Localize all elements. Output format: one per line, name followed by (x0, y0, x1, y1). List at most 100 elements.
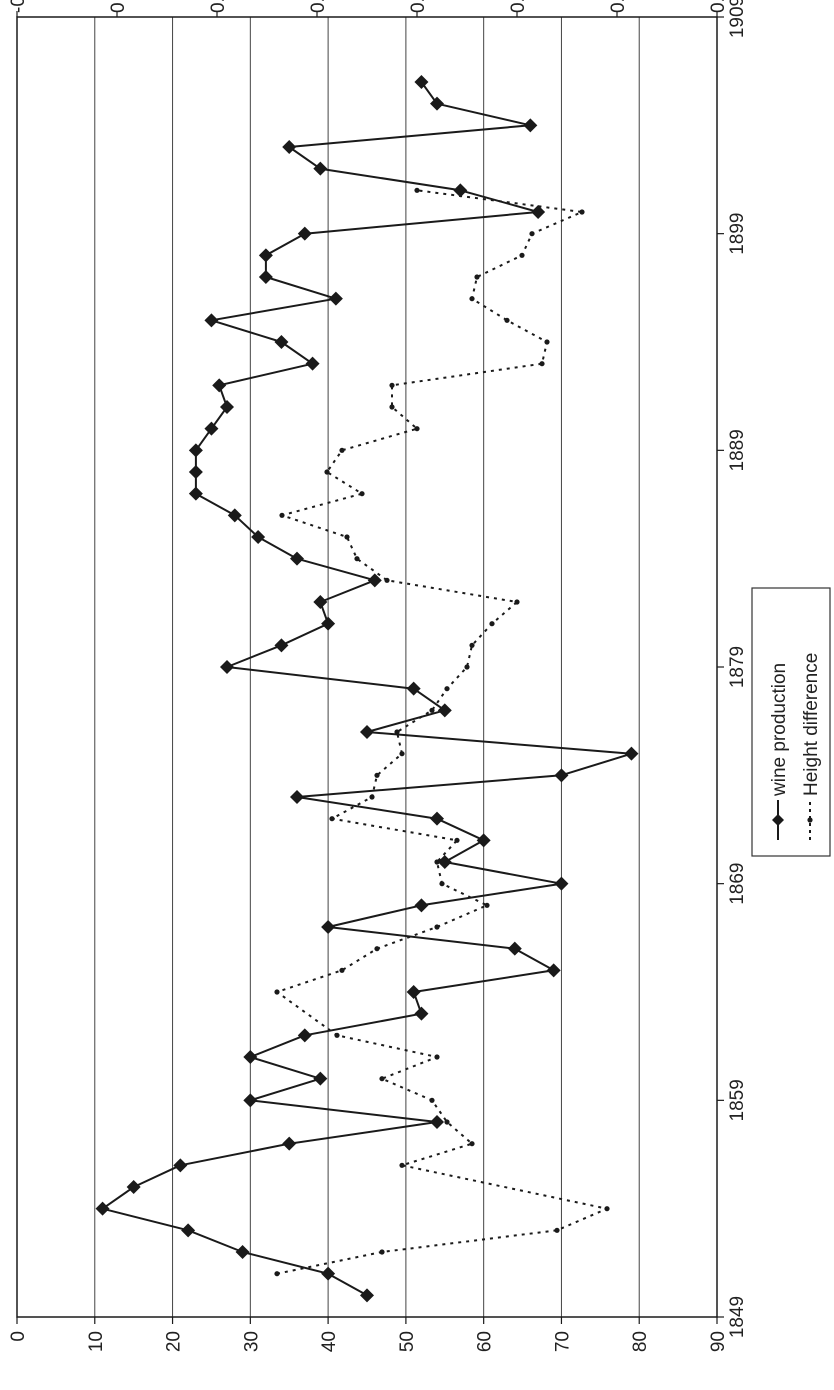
year-axis-tick-label: 1869 (727, 863, 748, 905)
data-point (430, 811, 444, 826)
data-point (212, 378, 227, 393)
data-point (414, 1006, 429, 1021)
data-point (523, 118, 538, 133)
data-point (414, 426, 420, 432)
data-point (367, 573, 382, 588)
data-point (359, 491, 365, 497)
data-point (313, 595, 328, 609)
data-point (95, 1201, 110, 1216)
data-point (282, 1136, 297, 1151)
data-point (274, 638, 289, 653)
right-axis-tick-label: 0.002 (208, 0, 229, 13)
data-point (290, 790, 304, 804)
data-point (464, 664, 470, 670)
data-point (504, 317, 510, 323)
data-point (354, 556, 360, 562)
data-point (243, 1093, 258, 1108)
year-axis-tick-label: 1859 (727, 1079, 748, 1121)
data-point (469, 296, 475, 302)
data-point (251, 530, 266, 544)
data-point (188, 465, 203, 479)
data-point (531, 205, 546, 219)
data-point (188, 443, 203, 458)
data-point (290, 551, 304, 566)
data-point (444, 686, 450, 692)
data-point (437, 703, 452, 718)
data-point (489, 621, 495, 627)
data-point (258, 270, 273, 284)
data-point (469, 1141, 475, 1147)
legend-swatch-marker (772, 814, 784, 826)
data-point (274, 335, 289, 349)
data-point (313, 1071, 328, 1086)
right-axis-tick-label: 0.01 (608, 0, 629, 13)
data-point (204, 421, 219, 436)
right-axis-tick-label: 0.008 (508, 0, 529, 13)
data-point (297, 226, 312, 241)
data-point (437, 855, 452, 869)
left-axis-tick-label: 30 (241, 1331, 262, 1352)
data-point (434, 1054, 440, 1060)
data-point (339, 967, 345, 973)
data-point (434, 859, 440, 865)
year-axis-tick-label: 1849 (727, 1296, 748, 1338)
data-point (434, 924, 440, 930)
data-point (554, 876, 569, 891)
data-point (579, 209, 585, 215)
data-point (519, 252, 525, 258)
data-point (624, 746, 639, 761)
right-axis-tick-label: 0.006 (408, 0, 429, 13)
gridlines (94, 17, 640, 1317)
legend: wine production Height difference (751, 587, 831, 857)
data-point (173, 1158, 188, 1173)
data-point (305, 356, 320, 371)
data-point (389, 404, 395, 410)
data-point (484, 902, 490, 908)
data-point (243, 1050, 258, 1064)
data-point (235, 1245, 250, 1259)
data-point (474, 274, 480, 280)
data-point (220, 400, 234, 414)
data-point (258, 248, 273, 263)
data-point (414, 75, 429, 89)
data-point (394, 729, 400, 735)
data-point (360, 1288, 374, 1303)
data-point (444, 1119, 450, 1125)
data-point (321, 1266, 336, 1281)
left-axis-tick-label: 40 (319, 1331, 340, 1352)
legend-swatch-marker (807, 817, 813, 823)
left-axis-tick-label: 80 (630, 1331, 651, 1352)
data-point (369, 794, 375, 800)
data-point (406, 985, 421, 999)
data-point (539, 361, 545, 367)
data-point (453, 183, 468, 198)
data-point (339, 447, 345, 453)
plot-area-border (16, 16, 718, 1318)
data-point (454, 837, 460, 843)
data-point (374, 772, 380, 778)
data-point (554, 768, 569, 783)
data-point (344, 534, 350, 540)
right-axis-tick-label: 0 (108, 2, 129, 13)
data-point (439, 881, 445, 887)
data-point (406, 681, 421, 696)
legend-label: wine production (769, 663, 790, 797)
data-point (188, 486, 203, 501)
data-point (514, 599, 520, 605)
data-point (430, 1115, 444, 1129)
legend-box (751, 587, 831, 857)
year-axis-tick-label: 1899 (727, 213, 748, 255)
data-point (429, 707, 435, 713)
left-axis-tick-label: 50 (397, 1331, 418, 1352)
left-axis-tick-label: 0 (8, 1331, 29, 1342)
series-line (101, 81, 633, 1297)
data-point (274, 989, 280, 995)
data-point (430, 96, 444, 111)
data-point (313, 161, 328, 176)
data-point (374, 946, 380, 952)
axes: 0 10 20 30 40 50 60 70 80 90 -0.002 0 0.002 0.004 0.00… (8, 0, 748, 1352)
data-point (126, 1180, 141, 1194)
right-axis-tick-label: 0.012 (708, 0, 729, 13)
